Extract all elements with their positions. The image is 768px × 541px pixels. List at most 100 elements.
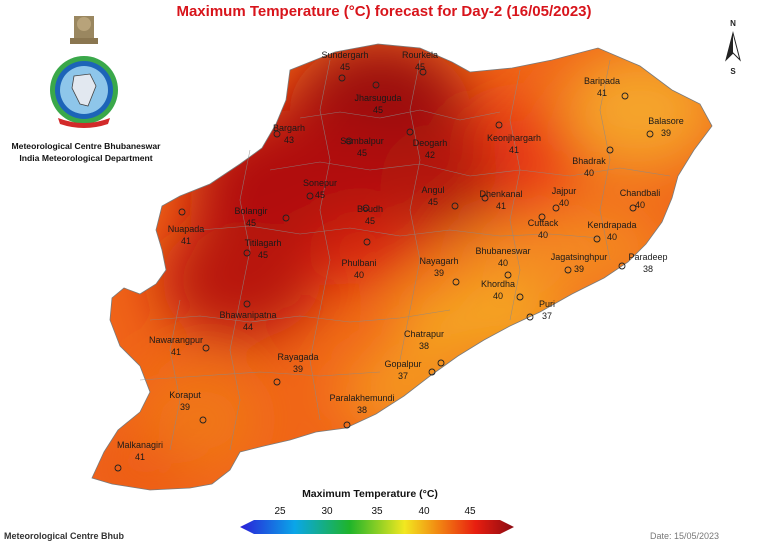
legend-tick-45: 45	[464, 506, 476, 517]
station-deogarh: Deogarh 42	[406, 128, 447, 160]
station-name: Paralakhemundi	[329, 393, 394, 403]
station-name: Rayagada	[277, 352, 318, 362]
station-marker-icon	[343, 421, 351, 429]
station-name: Khordha	[481, 279, 515, 289]
legend-tick-30: 30	[321, 506, 333, 517]
station-temp: 38	[643, 264, 653, 274]
station-marker-icon	[345, 137, 353, 145]
station-marker-icon	[451, 202, 459, 210]
station-name: Jagatsinghpur	[551, 252, 608, 262]
station-temp: 42	[425, 150, 435, 160]
station-cuttack: Cuttack 40	[528, 213, 559, 240]
station-temp: 40	[607, 232, 617, 242]
station-khordha: Khordha 40	[481, 279, 524, 301]
station-marker-icon	[243, 249, 251, 257]
station-name: Keonjhargarh	[487, 133, 541, 143]
station-temp: 41	[597, 88, 607, 98]
organization-label: Meteorological Centre Bhubaneswar India …	[6, 140, 166, 164]
station-temp: 40	[635, 200, 645, 210]
legend-colorbar	[240, 520, 514, 534]
station-temp: 45	[340, 62, 350, 72]
station-markers: Sundergarh 45 Rourkela 45 Jharsuguda 45 Baripa…	[114, 50, 684, 472]
station-marker-icon	[452, 278, 460, 286]
station-paradeep: Paradeep 38	[618, 252, 668, 274]
station-name: Jharsuguda	[354, 93, 401, 103]
station-rayagada: Rayagada 39	[273, 352, 319, 386]
station-name: Boudh	[357, 204, 383, 214]
station-name: Gopalpur	[384, 359, 421, 369]
station-marker-icon	[178, 208, 186, 216]
station-marker-icon	[606, 146, 614, 154]
station-name: Bhubaneswar	[475, 246, 530, 256]
station-marker-icon	[516, 293, 524, 301]
station-bhawanipatna: Bhawanipatna 44	[219, 300, 277, 332]
station-temp: 39	[574, 264, 584, 274]
station-temp: 41	[135, 452, 145, 462]
station-marker-icon	[406, 128, 414, 136]
org-name: Meteorological Centre Bhubaneswar	[11, 141, 161, 151]
station-marker-icon	[621, 92, 629, 100]
station-malkanagiri: Malkanagiri 41	[114, 440, 163, 472]
emblem-icon	[70, 16, 98, 44]
station-koraput: Koraput 39	[169, 390, 207, 424]
station-marker-icon	[273, 378, 281, 386]
station-temp: 45	[365, 216, 375, 226]
station-name: Nuapada	[168, 224, 205, 234]
station-sambalpur: Sambalpur 45	[340, 136, 384, 158]
station-bhadrak: Bhadrak 40	[572, 146, 614, 178]
station-marker-icon	[114, 464, 122, 472]
station-name: Dhenkanal	[479, 189, 522, 199]
station-name: Sundergarh	[321, 50, 368, 60]
south-label: S	[730, 67, 736, 76]
station-marker-icon	[243, 300, 251, 308]
station-rourkela: Rourkela 45	[402, 50, 438, 76]
station-name: Nayagarh	[419, 256, 458, 266]
station-dhenkanal: Dhenkanal 41	[479, 189, 522, 211]
station-temp: 41	[496, 201, 506, 211]
station-marker-icon	[202, 344, 210, 352]
north-arrow-icon: N S	[725, 19, 741, 76]
station-temp: 38	[357, 405, 367, 415]
station-temp: 45	[428, 197, 438, 207]
station-marker-icon	[419, 68, 427, 76]
station-gopalpur: Gopalpur 37	[384, 359, 436, 381]
station-marker-icon	[538, 213, 546, 221]
station-name: Malkanagiri	[117, 440, 163, 450]
station-name: Titilagarh	[245, 238, 282, 248]
station-marker-icon	[564, 266, 572, 274]
station-marker-icon	[363, 238, 371, 246]
station-temp: 39	[293, 364, 303, 374]
station-temp: 45	[415, 62, 425, 72]
station-marker-icon	[646, 130, 654, 138]
station-baripada: Baripada 41	[584, 76, 629, 100]
station-name: Jajpur	[552, 186, 577, 196]
station-bargarh: Bargarh 43	[273, 123, 305, 145]
station-name: Paradeep	[628, 252, 667, 262]
station-chatrapur: Chatrapur 38	[404, 329, 445, 367]
station-temp: 45	[357, 148, 367, 158]
station-jharsuguda: Jharsuguda 45	[354, 81, 402, 115]
station-temp: 39	[180, 402, 190, 412]
state-boundary	[91, 43, 713, 491]
station-nawarangpur: Nawarangpur 41	[149, 335, 210, 357]
district-boundaries	[139, 59, 671, 451]
station-temp: 45	[258, 250, 268, 260]
station-chandbali: Chandbali 40	[620, 188, 660, 212]
legend-tick-35: 35	[371, 506, 383, 517]
station-name: Phulbani	[341, 258, 376, 268]
station-sonepur: Sonepur 45	[303, 178, 337, 200]
station-name: Nawarangpur	[149, 335, 203, 345]
station-keonjhargarh: Keonjhargarh 41	[487, 121, 541, 155]
station-paralakhemundi: Paralakhemundi 38	[329, 393, 395, 429]
station-marker-icon	[437, 359, 445, 367]
station-temp: 43	[284, 135, 294, 145]
station-name: Bhawanipatna	[219, 310, 276, 320]
station-temp: 39	[434, 268, 444, 278]
station-temp: 40	[493, 291, 503, 301]
station-bhubaneswar: Bhubaneswar 40	[475, 246, 531, 279]
station-marker-icon	[306, 192, 314, 200]
station-temp: 45	[246, 218, 256, 228]
station-name: Koraput	[169, 390, 201, 400]
station-angul: Angul 45	[421, 185, 459, 210]
